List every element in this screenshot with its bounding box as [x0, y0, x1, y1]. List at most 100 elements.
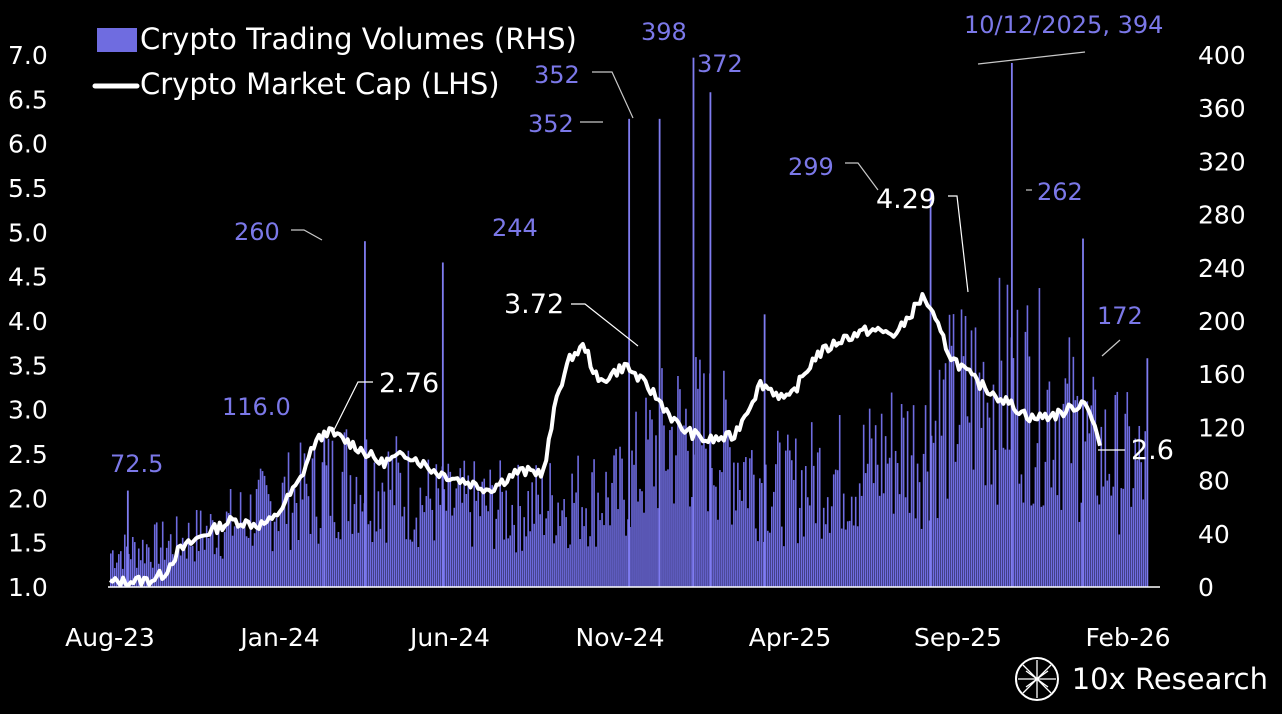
- volume-bar: [507, 538, 510, 587]
- volume-bar: [1068, 337, 1071, 587]
- volume-bar: [247, 537, 250, 587]
- volume-bar: [970, 330, 973, 587]
- x-axis-tick-label: Jun-24: [408, 623, 490, 652]
- left-axis-ticks: 1.0 1.5 2.0 2.5 3.0 3.5 4.0 4.5 5.0 5.5 6.0 6.5 7.0: [8, 41, 48, 602]
- volume-bar: [647, 439, 649, 587]
- volume-bar: [339, 539, 342, 587]
- volume-bar: [489, 469, 492, 587]
- volume-bar: [625, 535, 627, 587]
- volume-bar: [373, 462, 376, 587]
- volume-bar: [409, 539, 412, 587]
- volume-bar: [217, 531, 220, 587]
- volume-bar: [535, 465, 537, 587]
- volume-bar: [707, 511, 709, 587]
- volume-bar: [705, 448, 707, 587]
- volume-bar: [453, 507, 456, 587]
- volume-bar: [984, 485, 987, 587]
- market-cap-annotation-label: 2.6: [1131, 435, 1174, 466]
- volume-bar: [910, 455, 913, 587]
- annotation-leader-line: [571, 303, 639, 347]
- volume-bar: [459, 468, 462, 587]
- volume-bar: [906, 411, 909, 587]
- volume-bar: [673, 503, 675, 587]
- volume-bar: [1052, 459, 1055, 587]
- volume-bar: [665, 470, 667, 587]
- volume-bar: [389, 489, 392, 587]
- volume-bar: [980, 427, 983, 587]
- volume-bar: [287, 452, 290, 587]
- volume-bar: [972, 469, 975, 587]
- volume-bar: [537, 494, 539, 587]
- volume-bar: [655, 435, 657, 587]
- volume-bar: [427, 459, 430, 587]
- volume-bar: [543, 535, 545, 587]
- volume-bar: [820, 538, 823, 587]
- market-cap-line-layer: [109, 292, 1102, 588]
- volume-bar: [199, 510, 202, 587]
- volume-bar: [547, 510, 549, 587]
- volume-bar: [571, 473, 573, 587]
- left-axis-tick-label: 4.5: [8, 263, 48, 292]
- volume-bar: [429, 498, 432, 587]
- volume-bar: [377, 491, 380, 587]
- volume-bar: [1072, 356, 1075, 587]
- volume-annotation-label: 299: [788, 153, 834, 181]
- volume-bar: [295, 503, 298, 587]
- volume-bar: [421, 505, 424, 587]
- volume-bar: [733, 462, 735, 587]
- volume-bar: [125, 546, 128, 587]
- volume-bar: [1002, 447, 1005, 587]
- volume-annotation-label: 262: [1037, 178, 1083, 206]
- volume-bar: [347, 521, 350, 587]
- volume-bar: [800, 470, 803, 587]
- volume-bar: [137, 548, 140, 587]
- volume-bar: [387, 451, 390, 587]
- volume-bar: [954, 461, 957, 587]
- x-axis-tick-label: Apr-25: [749, 623, 831, 652]
- volume-bar: [381, 482, 384, 587]
- volume-bar: [599, 520, 601, 587]
- volume-bar: [159, 547, 162, 587]
- volume-bar: [828, 532, 831, 587]
- volume-bar: [367, 524, 370, 587]
- volume-bar: [405, 539, 408, 587]
- volume-bar: [621, 458, 623, 587]
- volume-bar: [423, 512, 426, 587]
- volume-bar: [657, 508, 659, 587]
- volume-bar: [433, 540, 436, 587]
- volume-bar: [369, 520, 372, 587]
- volume-bar: [349, 475, 352, 587]
- volume-bar: [639, 488, 641, 587]
- volume-bar: [397, 462, 400, 587]
- volume-bar: [932, 442, 935, 587]
- right-axis-tick-label: 200: [1198, 307, 1246, 336]
- volume-bar: [603, 525, 605, 587]
- volume-bar: [141, 539, 144, 587]
- volume-bar: [607, 497, 609, 587]
- volume-bar: [741, 500, 743, 587]
- volume-bar: [677, 376, 679, 587]
- volume-bar: [1120, 488, 1123, 587]
- volume-bar: [627, 519, 629, 587]
- volume-bar: [948, 314, 951, 587]
- volume-bar: [191, 545, 194, 587]
- volume-bar: [165, 547, 168, 587]
- volume-bar: [886, 463, 889, 587]
- volume-bar: [305, 483, 308, 587]
- volume-bar: [635, 411, 637, 587]
- volume-bar: [830, 506, 833, 587]
- volume-bar: [257, 479, 260, 587]
- right-axis-tick-label: 240: [1198, 254, 1246, 283]
- volume-bar: [938, 369, 941, 587]
- market-cap-annotation-label: 4.29: [876, 184, 936, 215]
- volume-bar: [761, 483, 763, 587]
- volume-bar: [361, 511, 364, 587]
- volume-bar: [309, 533, 312, 587]
- volume-bar: [1000, 360, 1003, 587]
- volume-bar: [844, 529, 847, 587]
- volume-spike-bar: [126, 490, 129, 587]
- volume-bar: [944, 363, 947, 587]
- volume-bar: [595, 546, 597, 587]
- volume-bar: [964, 316, 967, 587]
- volume-spike-bar: [658, 118, 661, 587]
